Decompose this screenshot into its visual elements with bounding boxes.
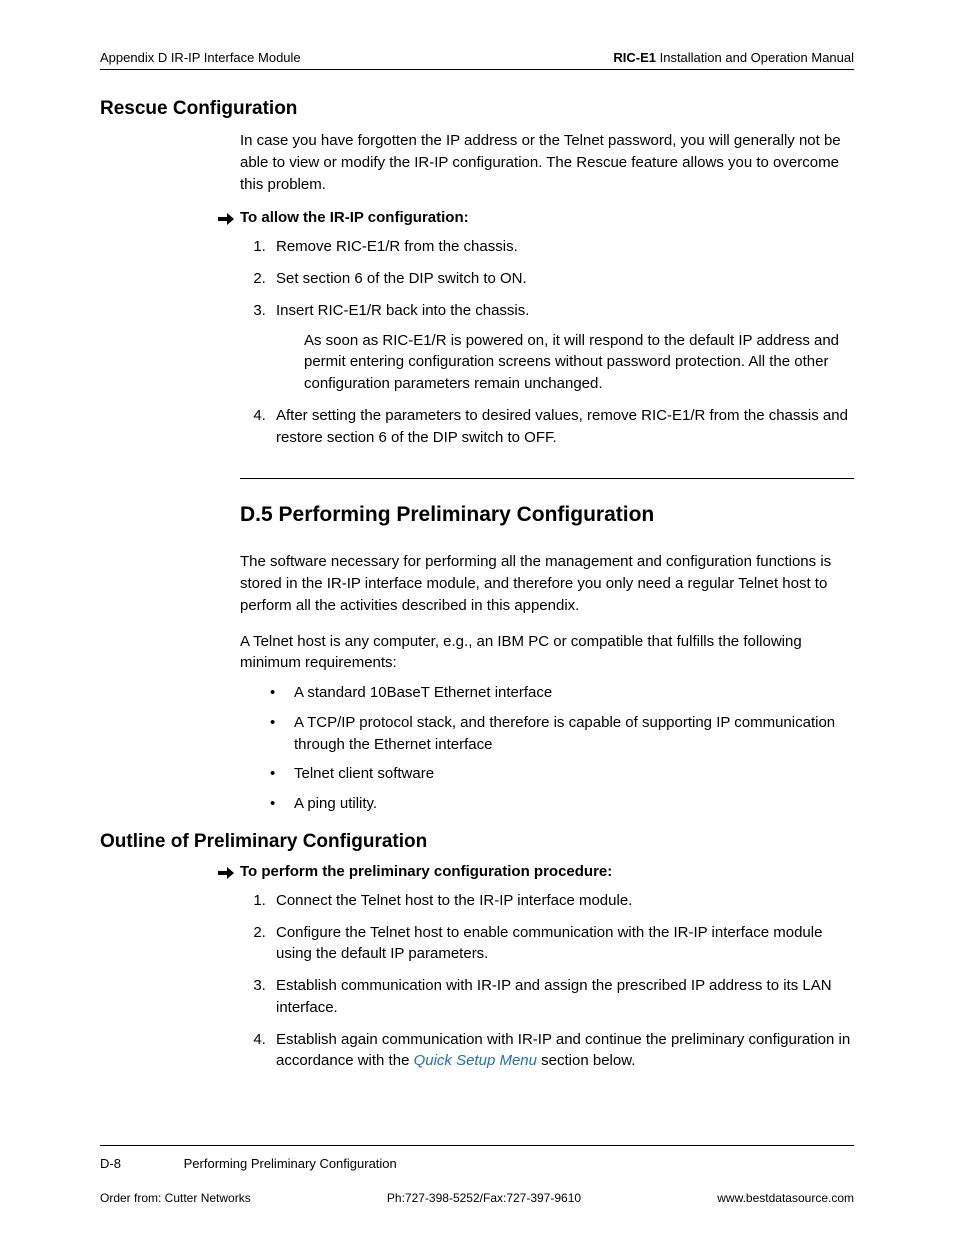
procedure-arrow-row: To allow the IR-IP configuration: xyxy=(218,209,854,226)
header-right: RIC-E1 Installation and Operation Manual xyxy=(613,50,854,65)
footer-row-1: D-8 Performing Preliminary Configuration xyxy=(100,1156,854,1171)
list-item: Configure the Telnet host to enable comm… xyxy=(270,922,854,966)
procedure-label: To perform the preliminary configuration… xyxy=(240,863,612,880)
bullet-text: Telnet client software xyxy=(294,765,434,782)
list-item: A standard 10BaseT Ethernet interface xyxy=(270,682,854,704)
list-item: Establish again communication with IR-IP… xyxy=(270,1029,854,1073)
header-left: Appendix D IR-IP Interface Module xyxy=(100,50,301,65)
section-divider xyxy=(240,478,854,479)
outline-steps-list: Connect the Telnet host to the IR-IP int… xyxy=(100,890,854,1072)
page-footer: D-8 Performing Preliminary Configuration… xyxy=(100,1145,854,1205)
document-page: Appendix D IR-IP Interface Module RIC-E1… xyxy=(0,0,954,1235)
bullet-text: A ping utility. xyxy=(294,795,377,812)
rescue-steps-list: Remove RIC-E1/R from the chassis. Set se… xyxy=(100,236,854,448)
list-item: Insert RIC-E1/R back into the chassis. A… xyxy=(270,300,854,395)
procedure-label: To allow the IR-IP configuration: xyxy=(240,209,469,226)
list-item: Set section 6 of the DIP switch to ON. xyxy=(270,268,854,290)
list-item: After setting the parameters to desired … xyxy=(270,405,854,449)
list-item: A TCP/IP protocol stack, and therefore i… xyxy=(270,712,854,756)
step-text: Insert RIC-E1/R back into the chassis. xyxy=(276,302,529,319)
quick-setup-link[interactable]: Quick Setup Menu xyxy=(414,1052,537,1069)
outline-heading: Outline of Preliminary Configuration xyxy=(100,831,854,853)
page-number: D-8 xyxy=(100,1156,180,1171)
step-text: Establish communication with IR-IP and a… xyxy=(276,977,832,1016)
footer-section-name: Performing Preliminary Configuration xyxy=(184,1156,397,1171)
step-text: After setting the parameters to desired … xyxy=(276,407,848,446)
arrow-icon xyxy=(218,863,240,879)
list-item: Connect the Telnet host to the IR-IP int… xyxy=(270,890,854,912)
footer-order: Order from: Cutter Networks xyxy=(100,1191,251,1205)
list-item: Establish communication with IR-IP and a… xyxy=(270,975,854,1019)
step-text: Configure the Telnet host to enable comm… xyxy=(276,924,822,963)
footer-web: www.bestdatasource.com xyxy=(717,1191,854,1205)
step-text: Set section 6 of the DIP switch to ON. xyxy=(276,270,527,287)
d5-paragraph-2: A Telnet host is any computer, e.g., an … xyxy=(240,631,854,675)
step-text: Remove RIC-E1/R from the chassis. xyxy=(276,238,518,255)
arrow-icon xyxy=(218,209,240,225)
list-item: A ping utility. xyxy=(270,793,854,815)
step-text: Connect the Telnet host to the IR-IP int… xyxy=(276,892,632,909)
procedure-arrow-row: To perform the preliminary configuration… xyxy=(218,863,854,880)
rescue-config-heading: Rescue Configuration xyxy=(100,98,854,120)
footer-row-2: Order from: Cutter Networks Ph:727-398-5… xyxy=(100,1191,854,1205)
d5-heading: D.5 Performing Preliminary Configuration xyxy=(240,503,854,527)
requirements-list: A standard 10BaseT Ethernet interface A … xyxy=(100,682,854,815)
rescue-intro-paragraph: In case you have forgotten the IP addres… xyxy=(240,130,854,195)
step-text-post: section below. xyxy=(537,1052,635,1069)
bullet-text: A TCP/IP protocol stack, and therefore i… xyxy=(294,714,835,753)
footer-divider xyxy=(100,1145,854,1146)
header-right-bold: RIC-E1 xyxy=(613,50,656,65)
page-header: Appendix D IR-IP Interface Module RIC-E1… xyxy=(100,50,854,70)
list-item: Remove RIC-E1/R from the chassis. xyxy=(270,236,854,258)
bullet-text: A standard 10BaseT Ethernet interface xyxy=(294,684,552,701)
step-subtext: As soon as RIC-E1/R is powered on, it wi… xyxy=(304,330,854,395)
list-item: Telnet client software xyxy=(270,763,854,785)
header-right-rest: Installation and Operation Manual xyxy=(656,50,854,65)
d5-paragraph-1: The software necessary for performing al… xyxy=(240,551,854,616)
footer-phone: Ph:727-398-5252/Fax:727-397-9610 xyxy=(387,1191,581,1205)
